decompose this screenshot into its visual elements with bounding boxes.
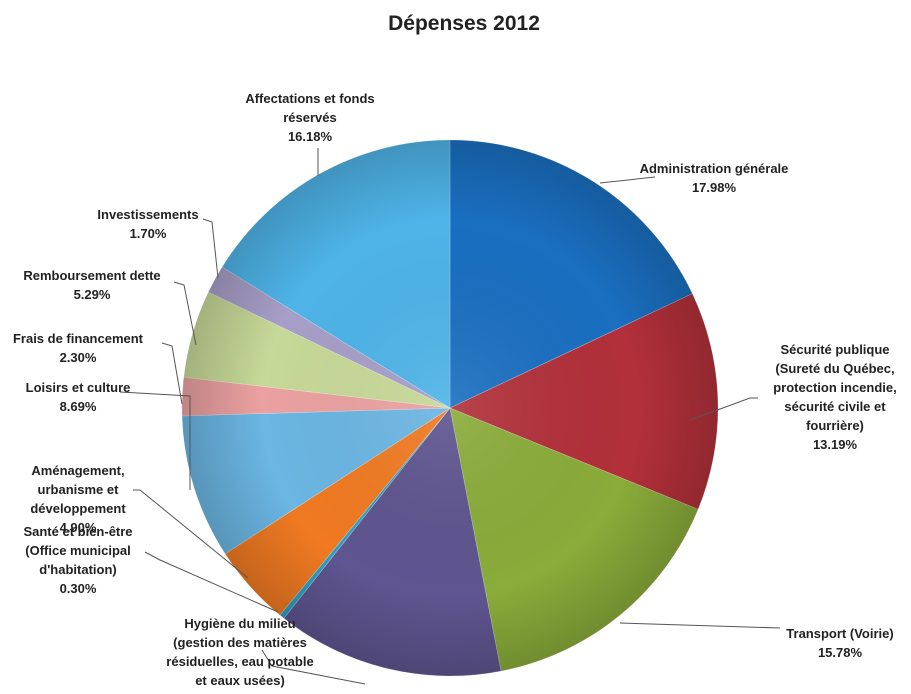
leader-line-remboursement-dette — [173, 281, 197, 346]
leader-lines — [119, 148, 781, 685]
slice-label-hygiene-du-milieu: Hygiène du milieu (gestion des matières ré… — [166, 616, 313, 694]
chart-title: Dépenses 2012 — [388, 12, 540, 35]
leader-line-frais-de-financement — [161, 342, 183, 405]
slice-label-sante-et-bien-etre: Santé et bien-être (Office municipal d'hab… — [23, 524, 132, 596]
slice-label-administration-generale: Administration générale 17.98% — [640, 161, 789, 195]
leader-line-sante-et-bien-etre — [144, 551, 279, 613]
slice-label-loisirs-et-culture: Loisirs et culture 8.69% — [26, 380, 131, 414]
slice-label-investissements: Investissements 1.70% — [97, 207, 198, 241]
slice-label-securite-publique: Sécurité publique (Sureté du Québec, prote… — [773, 342, 897, 452]
leader-line-transport-voirie — [619, 622, 781, 629]
slice-label-frais-de-financement: Frais de financement 2.30% — [13, 331, 144, 365]
leader-line-amenagement — [133, 489, 249, 579]
leader-line-loisirs-et-culture — [119, 391, 191, 490]
leader-line-investissements — [202, 218, 219, 279]
slice-labels: Administration générale 17.98% Sécurité pu… — [13, 91, 897, 694]
slice-label-amenagement: Aménagement, urbanisme et développement 4.9… — [30, 463, 126, 535]
leader-line-hygiene-du-milieu — [261, 649, 366, 685]
pie-slices — [181, 139, 719, 677]
leader-line-securite-publique — [689, 397, 758, 421]
slice-label-affectations-et-fonds: Affectations et fonds réservés 16.18% — [245, 91, 374, 144]
slice-label-remboursement-dette: Remboursement dette 5.29% — [23, 268, 160, 302]
leader-line-administration-generale — [599, 176, 656, 184]
slice-label-transport-voirie: Transport (Voirie) 15.78% — [786, 626, 893, 660]
